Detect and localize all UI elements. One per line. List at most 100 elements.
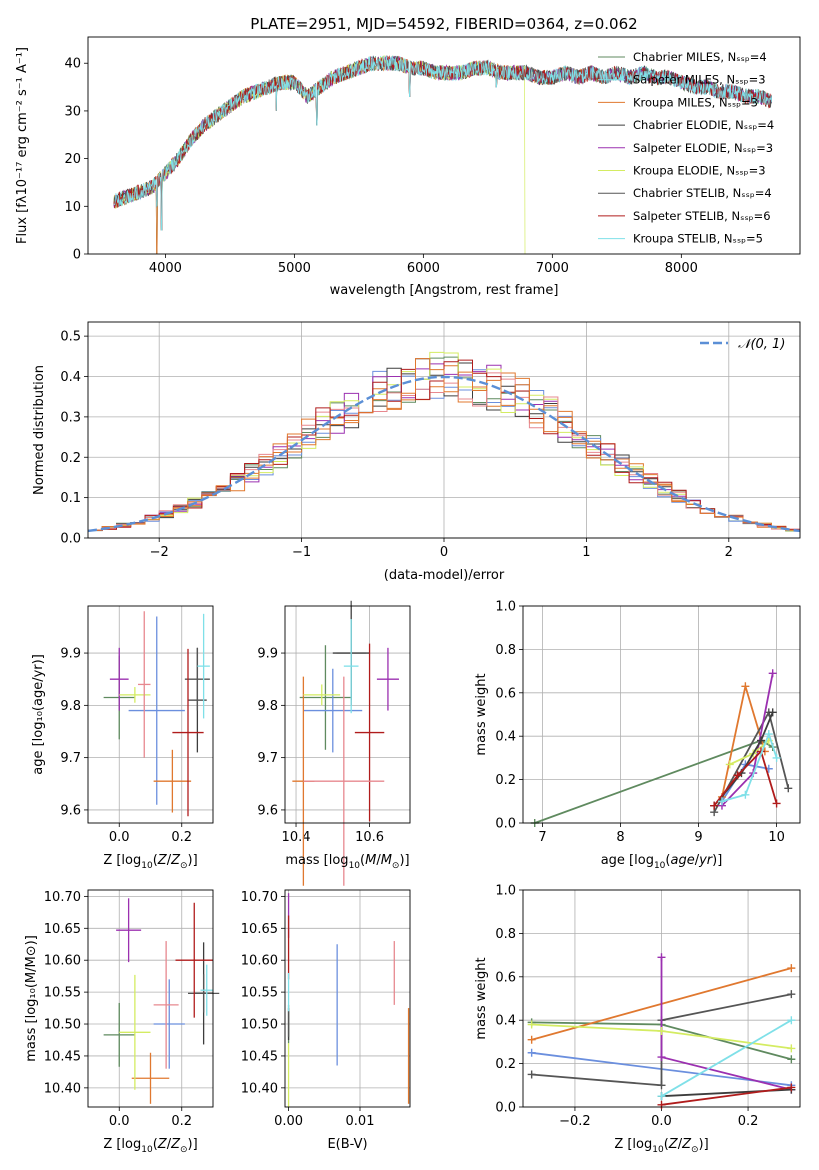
x-axis-label: Z [log10(Z/Z⊙)] [614, 1137, 708, 1155]
y-tick-label: 9.6 [257, 803, 278, 818]
y-tick-label: 1.0 [495, 884, 516, 899]
weight-marker [784, 784, 793, 793]
error-bars [103, 611, 210, 817]
axes-frame [284, 889, 411, 1108]
weight-line [661, 1019, 792, 1097]
x-tick-label: 7000 [536, 261, 569, 276]
axes-frame [87, 889, 214, 1108]
x-tick-label: 8 [616, 830, 624, 845]
chart-title: PLATE=2951, MJD=54592, FIBERID=0364, z=0… [250, 15, 637, 33]
weight-marker [772, 753, 781, 762]
weight-marker [657, 1092, 666, 1101]
y-tick-label: 0.5 [60, 330, 81, 345]
legend: Chabrier MILES, Nₛₛₚ=4 Salpeter MILES, Nₛ… [598, 50, 774, 246]
y-tick-label: 0 [73, 248, 81, 263]
y-tick-label: 0.2 [60, 451, 81, 466]
weight-marker [787, 1083, 796, 1092]
spectrum-lines [113, 55, 772, 254]
x-tick-label: −2 [150, 545, 169, 560]
weight-marker [657, 1100, 666, 1109]
weight-marker [787, 1044, 796, 1053]
x-tick-label: 2 [725, 545, 733, 560]
weight-marker [527, 1048, 536, 1057]
weight-marker [768, 708, 777, 717]
y-axis-label: Normed distribution [32, 365, 47, 495]
y-tick-label: 9.6 [60, 803, 81, 818]
y-tick-label: 10.40 [241, 1081, 278, 1096]
weight-marker [657, 953, 666, 962]
weight-marker [527, 1035, 536, 1044]
weight-line [534, 739, 774, 824]
y-tick-label: 10.55 [44, 986, 81, 1001]
y-tick-label: 0.6 [495, 970, 516, 985]
y-tick-label: 10.70 [44, 890, 81, 905]
normal-curve [88, 375, 800, 533]
x-tick-label: −1 [292, 545, 311, 560]
y-tick-label: 10.55 [241, 986, 278, 1001]
y-tick-label: 9.9 [60, 647, 81, 662]
x-tick-label: 0.0 [109, 1114, 130, 1129]
y-tick-label: 0.8 [495, 643, 516, 658]
weight-line [713, 749, 778, 807]
x-tick-label: 0.0 [109, 830, 130, 845]
histogram-steps [88, 358, 800, 531]
x-tick-label: 10 [768, 830, 785, 845]
weight-line [661, 1086, 792, 1106]
y-tick-label: 9.7 [60, 751, 81, 766]
x-axis-label: Z [log10(Z/Z⊙)] [103, 853, 197, 871]
y-tick-label: 9.9 [257, 647, 278, 662]
weight-marker [741, 790, 750, 799]
y-tick-label: 10.70 [241, 890, 278, 905]
weight-marker [527, 1020, 536, 1029]
weight-marker [527, 1070, 536, 1079]
y-tick-label: 10.45 [241, 1049, 278, 1064]
panel-3: 0.0 0.2 9.6 9.7 9.8 9.9 [60, 606, 213, 845]
y-tick-label: 0.4 [495, 730, 516, 745]
axes-frame [87, 321, 801, 539]
y-tick-label: 0.2 [495, 1057, 516, 1072]
weight-lines [530, 669, 793, 827]
x-axis-label: E(B-V) [327, 1137, 367, 1152]
weight-marker [741, 682, 750, 691]
y-tick-label: 1.0 [495, 600, 516, 615]
y-tick-label: 10.50 [44, 1018, 81, 1033]
x-tick-label: 6000 [407, 261, 440, 276]
y-tick-label: 10.65 [241, 922, 278, 937]
panel-5: 7 8 9 10 0.0 0.2 0.4 0.6 0.8 1.0 [495, 600, 800, 845]
legend-label: Chabrier ELODIE, Nₛₛₚ=4 [633, 118, 774, 132]
x-tick-label: 7 [538, 830, 546, 845]
y-tick-label: 0.4 [495, 1014, 516, 1029]
spectrum-line [113, 55, 605, 254]
histograms [88, 351, 800, 533]
y-tick-label: 0.1 [60, 491, 81, 506]
x-axis-label: Z [log10(Z/Z⊙)] [103, 1137, 197, 1155]
y-tick-label: 9.8 [60, 699, 81, 714]
y-tick-label: 0.0 [60, 532, 81, 547]
x-axis-label: (data-model)/error [384, 568, 505, 583]
y-tick-label: 40 [64, 57, 81, 72]
panel-6: 0.0 0.2 10.40 10.45 10.50 10.55 10.60 10.65 10.7… [44, 890, 213, 1129]
weight-marker [717, 797, 726, 806]
x-axis-label: wavelength [Angstrom, rest frame] [330, 283, 559, 298]
weight-marker [710, 801, 719, 810]
legend-label: 𝒩(0, 1) [738, 337, 785, 352]
error-bars [292, 600, 399, 886]
panel-4: 10.4 10.6 9.6 9.7 9.8 9.9 [257, 606, 410, 845]
x-tick-label: 0.2 [171, 830, 192, 845]
weight-marker [787, 1016, 796, 1025]
x-tick-label: 0 [440, 545, 448, 560]
x-axis-label: mass [log10(M/M⊙)] [285, 853, 409, 871]
axes-frame [522, 605, 801, 824]
x-tick-label: 8000 [665, 261, 698, 276]
y-tick-label: 10.40 [44, 1081, 81, 1096]
weight-marker [756, 736, 765, 745]
x-tick-label: 10.4 [282, 830, 311, 845]
axes-frame [87, 605, 214, 824]
x-tick-label: 0.00 [274, 1114, 303, 1129]
weight-lines [527, 953, 796, 1109]
y-tick-label: 9.7 [257, 751, 278, 766]
y-axis-label: mass [log₁₀(M/M⊙)] [24, 935, 39, 1062]
legend-label: Kroupa ELODIE, Nₛₛₚ=3 [633, 164, 766, 178]
y-tick-label: 0.3 [60, 410, 81, 425]
